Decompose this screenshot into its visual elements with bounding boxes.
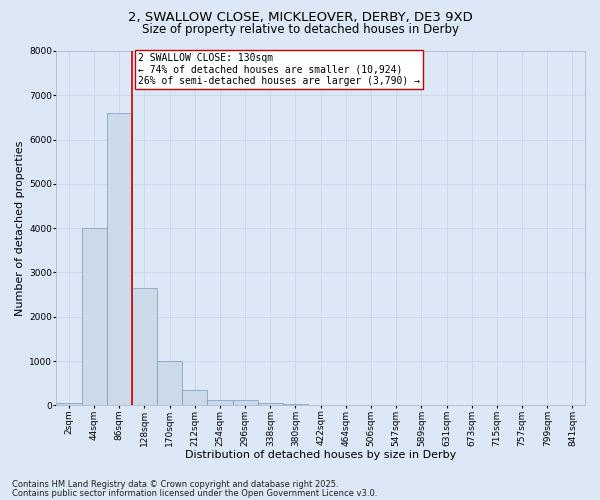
Bar	[132, 288, 157, 406]
Y-axis label: Number of detached properties: Number of detached properties	[15, 140, 25, 316]
Bar	[107, 113, 132, 406]
Bar	[258, 403, 283, 406]
Bar	[283, 404, 308, 406]
Bar	[82, 228, 107, 406]
Text: 2, SWALLOW CLOSE, MICKLEOVER, DERBY, DE3 9XD: 2, SWALLOW CLOSE, MICKLEOVER, DERBY, DE3…	[128, 11, 472, 24]
Bar	[157, 361, 182, 406]
Text: 2 SWALLOW CLOSE: 130sqm
← 74% of detached houses are smaller (10,924)
26% of sem: 2 SWALLOW CLOSE: 130sqm ← 74% of detache…	[138, 53, 420, 86]
X-axis label: Distribution of detached houses by size in Derby: Distribution of detached houses by size …	[185, 450, 456, 460]
Bar	[56, 403, 82, 406]
Text: Contains public sector information licensed under the Open Government Licence v3: Contains public sector information licen…	[12, 490, 377, 498]
Text: Size of property relative to detached houses in Derby: Size of property relative to detached ho…	[142, 22, 458, 36]
Bar	[182, 390, 208, 406]
Bar	[208, 400, 233, 406]
Bar	[233, 400, 258, 406]
Text: Contains HM Land Registry data © Crown copyright and database right 2025.: Contains HM Land Registry data © Crown c…	[12, 480, 338, 489]
